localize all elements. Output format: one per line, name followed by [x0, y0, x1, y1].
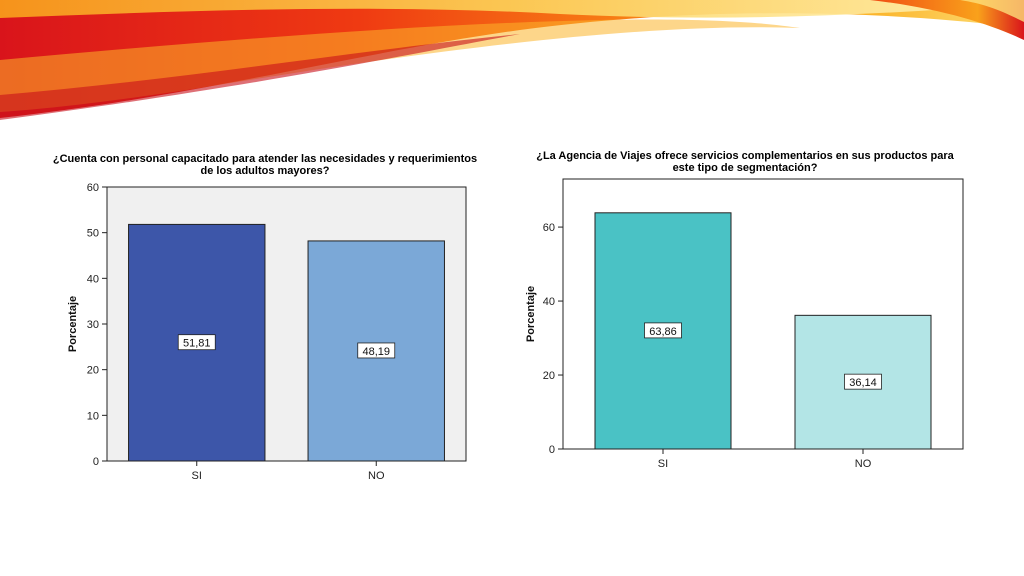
y-axis-label: Porcentaje — [525, 286, 537, 342]
x-tick-label: SI — [658, 458, 668, 470]
data-label-box — [357, 342, 396, 359]
y-tick-label: 0 — [93, 456, 99, 468]
chart-title: ¿Cuenta con personal capacitado para ate… — [50, 153, 480, 177]
x-tick-label: NO — [855, 458, 872, 470]
chart-personal-capacitado: ¿Cuenta con personal capacitado para ate… — [50, 150, 480, 490]
y-tick-label: 60 — [543, 222, 555, 234]
title-line-2: de los adultos mayores? — [200, 165, 330, 177]
y-tick-label: 0 — [549, 444, 555, 456]
data-label-box — [177, 334, 216, 351]
bar-chart-svg: 0 10 20 30 40 50 60 SI 51,81 NO 48,19 Porcentaje — [67, 182, 467, 482]
data-label: 51,81 — [183, 338, 211, 350]
data-label: 36,14 — [849, 377, 877, 389]
flame-banner-decoration — [0, 0, 1024, 120]
y-tick-label: 30 — [87, 319, 99, 331]
y-tick-label: 60 — [87, 182, 99, 194]
data-label: 63,86 — [649, 326, 677, 338]
y-tick-label: 20 — [87, 365, 99, 377]
bar-chart-svg: 0 20 40 60 SI 63,86 NO 36,14 Porcentaje — [525, 178, 964, 470]
x-tick-label: SI — [192, 470, 202, 482]
x-tick-label: NO — [368, 470, 385, 482]
chart-servicios-complementarios: ¿La Agencia de Viajes ofrece servicios c… — [510, 140, 980, 480]
title-line-1: ¿La Agencia de Viajes ofrece servicios c… — [536, 150, 954, 162]
y-tick-label: 40 — [87, 273, 99, 285]
title-line-1: ¿Cuenta con personal capacitado para ate… — [52, 153, 478, 165]
y-tick-label: 40 — [543, 296, 555, 308]
chart-title: ¿La Agencia de Viajes ofrece servicios c… — [510, 150, 980, 174]
data-label-box — [644, 322, 682, 339]
data-label-box — [844, 373, 882, 390]
y-tick-label: 50 — [87, 228, 99, 240]
y-tick-label: 20 — [543, 370, 555, 382]
y-axis-label: Porcentaje — [67, 296, 79, 352]
data-label: 48,19 — [362, 346, 390, 358]
title-line-2: este tipo de segmentación? — [672, 162, 818, 174]
y-tick-label: 10 — [87, 410, 99, 422]
